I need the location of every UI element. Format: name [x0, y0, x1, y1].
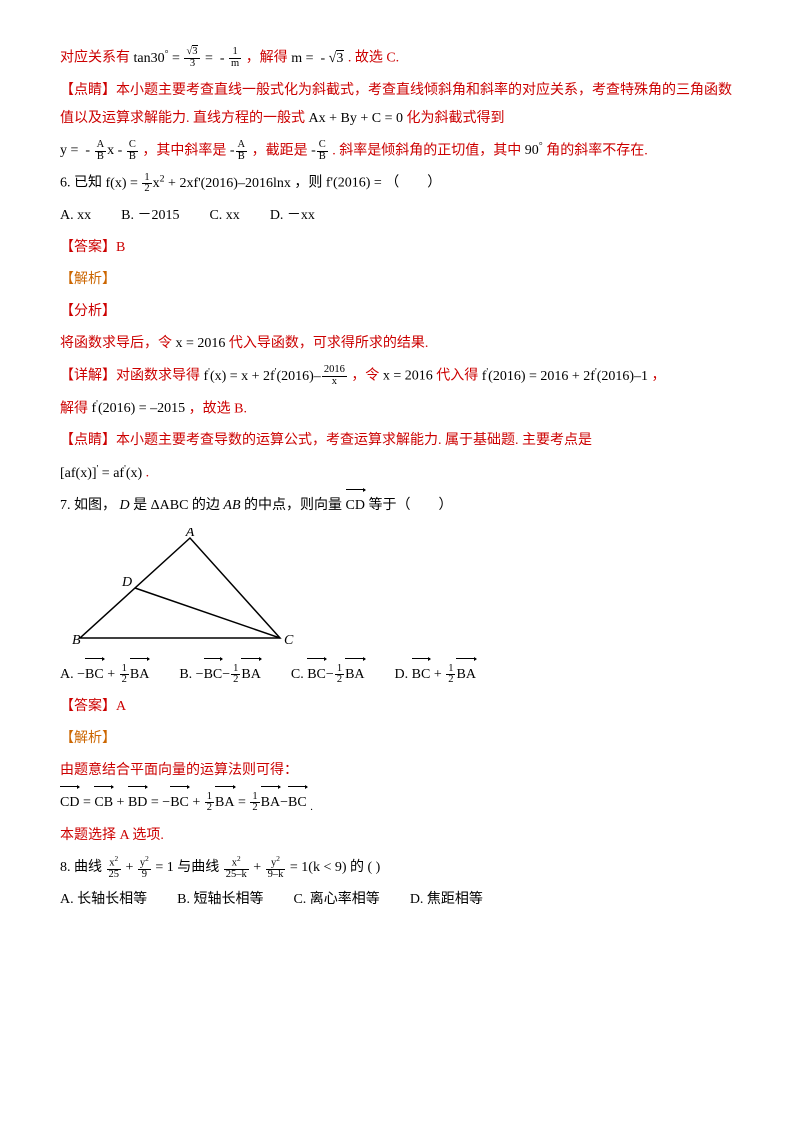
- q7-A: A. −BC + 12BA: [60, 661, 149, 689]
- expr-fpx: f'(x) = x + 2f'(2016)–2016x: [204, 369, 348, 384]
- label-C: C: [284, 633, 294, 648]
- q6-dianjing-expr: [af(x)]' = af'(x) .: [60, 459, 740, 488]
- q7-D: D. BC + 12BA: [395, 661, 476, 689]
- pt-D: D: [120, 498, 130, 513]
- expr-fp-res: f'(2016) = –2015: [92, 401, 186, 416]
- q6-A: A. xx: [60, 202, 91, 230]
- dianjing-line-slope-2: y = - ABx - CB ，其中斜率是 -AB ，截距是 -CB . 斜率是…: [60, 137, 740, 166]
- expr-x2016: x = 2016: [176, 336, 226, 351]
- expr-ell1: x225 + y29 = 1: [106, 860, 174, 875]
- line-corresp: 对应关系有 tan30° = 33 = - 1m ，解得 m = - 3 . 故…: [60, 44, 740, 73]
- expr-m: m = - 3: [291, 51, 344, 66]
- q7-answer: 【答案】A: [60, 693, 740, 721]
- q8-choices: A. 长轴长相等 B. 短轴长相等 C. 离心率相等 D. 焦距相等: [60, 886, 740, 914]
- expr-y: y = - ABx - CB: [60, 143, 139, 158]
- expr-intercept: -CB: [311, 143, 329, 158]
- expr-fx: f(x) = 12x2 + 2xf'(2016)–2016lnx: [106, 176, 291, 191]
- q6-D: D. －xx: [270, 202, 315, 230]
- q6-xiangjie-2: 解得 f'(2016) = –2015 ，故选 B.: [60, 395, 740, 424]
- q7-chain: CD = CB + BD = −BC + 12BA = 12BA−BC .: [60, 789, 740, 818]
- label-D: D: [121, 575, 132, 590]
- q7-C: C. BC−12BA: [291, 661, 365, 689]
- q6-jiexi: 【解析】: [60, 266, 740, 294]
- expr-slope: -AB: [230, 143, 248, 158]
- q6-xiangjie: 【详解】对函数求导得 f'(x) = x + 2f'(2016)–2016x ，…: [60, 362, 740, 391]
- seg-AB: AB: [223, 498, 240, 513]
- q7-jiexi: 由题意结合平面向量的运算法则可得：: [60, 757, 740, 785]
- q6-choices: A. xx B. －2015 C. xx D. －xx: [60, 202, 740, 230]
- q8-D: D. 焦距相等: [410, 886, 483, 914]
- expr-90: 90°: [525, 143, 543, 158]
- q6-fenxi: 将函数求导后，令 x = 2016 代入导函数，可求得所求的结果.: [60, 330, 740, 358]
- q7-stem: 7. 如图， D 是 ΔABC 的边 AB 的中点，则向量 CD 等于（ ）: [60, 492, 740, 520]
- q8-stem: 8. 曲线 x225 + y29 = 1 与曲线 x225–k + y29–k …: [60, 854, 740, 882]
- expr-tan30: tan30° = 33 = - 1m: [134, 51, 243, 66]
- q6-answer: 【答案】B: [60, 234, 740, 262]
- label-B: B: [72, 633, 81, 648]
- expr-afx: [af(x)]' = af'(x): [60, 466, 142, 481]
- q8-A: A. 长轴长相等: [60, 886, 147, 914]
- vec-CD: CD: [346, 492, 365, 520]
- q6-dianjing: 【点睛】本小题主要考查导数的运算公式，考查运算求解能力. 属于基础题. 主要考点…: [60, 427, 740, 455]
- q7-choices: A. −BC + 12BA B. −BC−12BA C. BC−12BA D. …: [60, 661, 740, 689]
- expr-x2016-2: x = 2016: [383, 369, 433, 384]
- q7-figure: A B C D: [60, 528, 740, 653]
- expr-ell2: x225–k + y29–k = 1(k < 9): [223, 860, 347, 875]
- label-A: A: [185, 528, 195, 540]
- tri-ABC: ΔABC: [151, 498, 189, 513]
- expr-fp-eq: f'(2016) = 2016 + 2f'(2016)–1: [482, 369, 648, 384]
- expr-general: Ax + By + C = 0: [309, 111, 403, 126]
- q7-conclusion: 本题选择 A 选项.: [60, 822, 740, 850]
- expr-fp2016: f'(2016) =: [326, 176, 385, 191]
- q6-B: B. －2015: [121, 202, 179, 230]
- q6-stem: 6. 已知 f(x) = 12x2 + 2xf'(2016)–2016lnx ，…: [60, 169, 740, 198]
- q8-C: C. 离心率相等: [293, 886, 379, 914]
- q7-jiexi-label: 【解析】: [60, 725, 740, 753]
- dianjing-line-slope: 【点睛】本小题主要考查直线一般式化为斜截式，考查直线倾斜角和斜率的对应关系，考查…: [60, 77, 740, 133]
- q6-fenxi-label: 【分析】: [60, 298, 740, 326]
- q8-B: B. 短轴长相等: [177, 886, 263, 914]
- q7-B: B. −BC−12BA: [179, 661, 261, 689]
- q6-C: C. xx: [209, 202, 239, 230]
